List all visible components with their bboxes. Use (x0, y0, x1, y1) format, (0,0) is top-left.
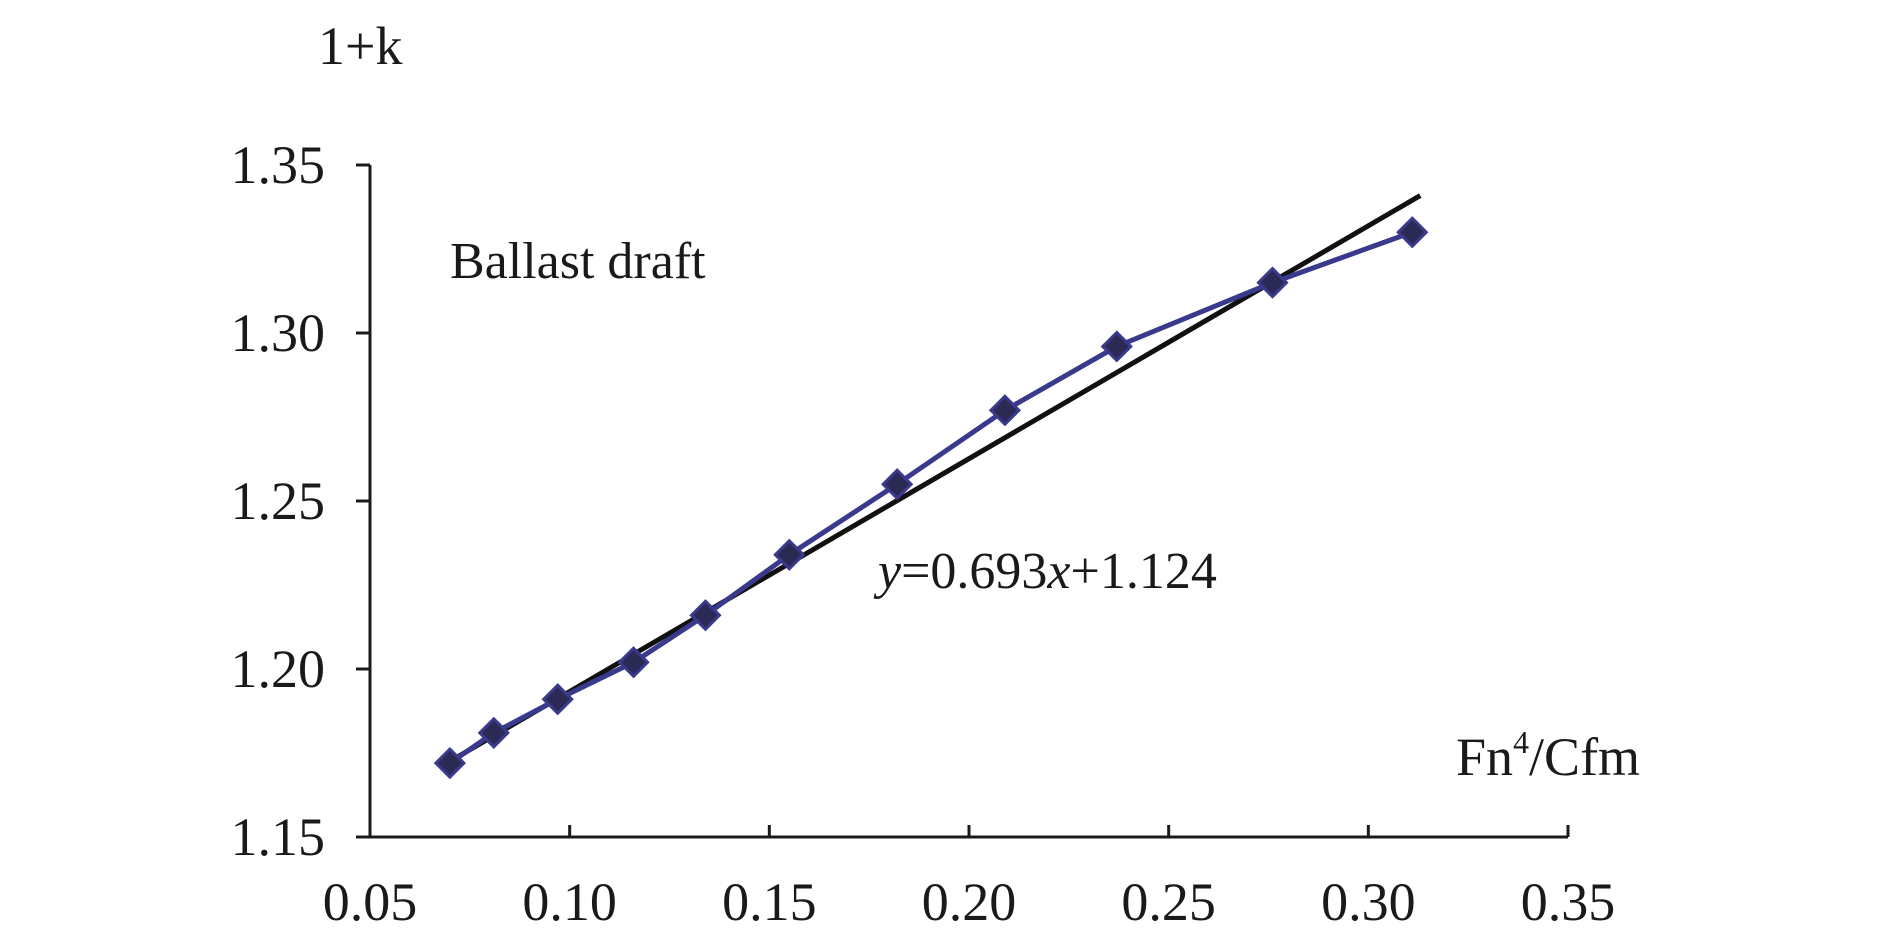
data-series-line (448, 229, 1414, 766)
y-axis-title: 1+k (318, 16, 402, 76)
axes: 0.05 0.10 0.15 0.20 0.25 0.30 0.35 1.15 1.20 1.2… (231, 135, 1616, 932)
data-point-marker (880, 468, 914, 501)
series-group (433, 216, 1429, 780)
x-tick-label: 0.25 (1121, 872, 1216, 932)
data-point-marker (617, 646, 650, 679)
data-point-marker (477, 716, 510, 749)
x-tick-label: 0.30 (1321, 872, 1416, 932)
ballast-draft-annotation: Ballast draft (450, 233, 706, 290)
x-axis-title: Fn4/Cfm (1456, 724, 1640, 787)
fit-equation-intercept: +1.124 (1071, 543, 1217, 600)
data-point-marker (689, 599, 722, 632)
x-tick-label: 0.10 (522, 872, 617, 932)
data-point-marker (1396, 216, 1429, 249)
data-point-marker (541, 683, 574, 716)
y-tick-label: 1.25 (231, 471, 326, 531)
fit-equation-y: y (873, 543, 902, 600)
data-point-marker (1100, 330, 1133, 363)
x-tick-label: 0.15 (722, 872, 817, 932)
x-ticks: 0.05 0.10 0.15 0.20 0.25 0.30 0.35 (323, 825, 1616, 932)
y-tick-label: 1.20 (231, 639, 326, 699)
fit-equation-x: x (1046, 543, 1070, 600)
data-point-marker (433, 746, 466, 780)
x-tick-label: 0.35 (1521, 872, 1616, 932)
y-ticks: 1.15 1.20 1.25 1.30 1.35 (231, 135, 370, 867)
x-tick-label: 0.05 (323, 872, 418, 932)
y-tick-label: 1.15 (231, 807, 326, 867)
y-tick-label: 1.35 (231, 135, 326, 195)
x-tick-label: 0.20 (922, 872, 1017, 932)
y-tick-label: 1.30 (231, 303, 326, 363)
fit-equation-coef: =0.693 (901, 543, 1047, 600)
data-point-marker (773, 538, 806, 571)
fit-equation: y=0.693x+1.124 (873, 543, 1217, 600)
data-point-marker (1256, 266, 1289, 299)
data-point-marker (988, 394, 1022, 427)
